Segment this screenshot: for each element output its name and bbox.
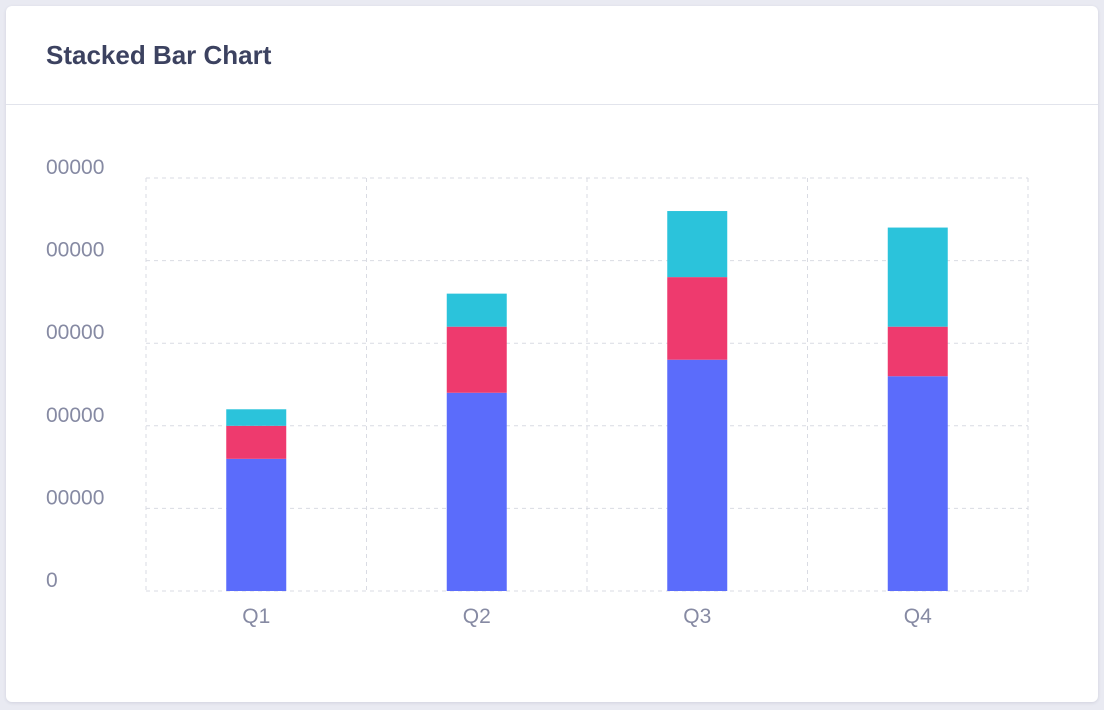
x-tick-label: Q4: [904, 605, 932, 628]
y-tick-label: 00000: [46, 486, 104, 509]
bar-segment-q2-series-2[interactable]: [446, 326, 507, 393]
x-tick-label: Q2: [463, 605, 491, 628]
bar-segment-q3-series-3[interactable]: [667, 211, 728, 278]
x-axis-ticks: Q1 Q2 Q3 Q4: [242, 605, 932, 628]
y-tick-label: 00000: [46, 404, 104, 427]
bar-segment-q2-series-1[interactable]: [446, 392, 507, 591]
chart-title: Stacked Bar Chart: [46, 40, 272, 70]
chart-card: Stacked Bar Chart 0 00000 00000 00000 00000 0…: [6, 6, 1098, 702]
bar-segment-q4-series-1[interactable]: [887, 376, 948, 591]
bar-segment-q3-series-1[interactable]: [667, 359, 728, 591]
x-tick-label: Q3: [683, 605, 711, 628]
y-tick-label: 00000: [46, 156, 104, 179]
bars: [226, 211, 948, 591]
bar-segment-q1-series-2[interactable]: [226, 425, 287, 459]
y-tick-label: 00000: [46, 239, 104, 262]
bar-segment-q4-series-2[interactable]: [887, 326, 948, 377]
bar-segment-q4-series-3[interactable]: [887, 227, 948, 327]
chart-body: 0 00000 00000 00000 00000 00000 Q1 Q2 Q3 Q4: [6, 105, 1098, 702]
bar-segment-q2-series-3[interactable]: [446, 293, 507, 327]
grid-lines: [145, 177, 1029, 592]
bar-segment-q1-series-1[interactable]: [226, 458, 287, 591]
bar-segment-q1-series-3[interactable]: [226, 409, 287, 426]
y-tick-label: 00000: [46, 321, 104, 344]
card-header: Stacked Bar Chart: [6, 6, 1098, 105]
x-tick-label: Q1: [242, 605, 270, 628]
bar-segment-q3-series-2[interactable]: [667, 277, 728, 360]
y-tick-label: 0: [46, 569, 58, 592]
